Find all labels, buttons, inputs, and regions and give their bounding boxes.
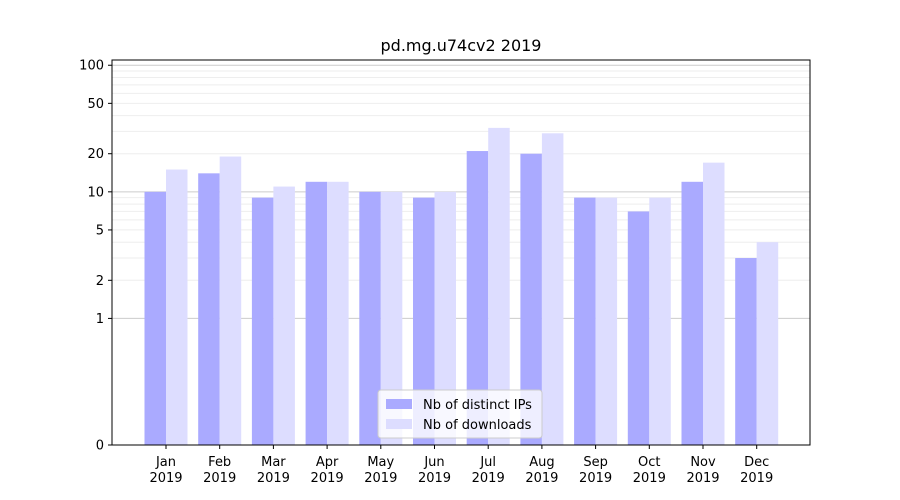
chart-title: pd.mg.u74cv2 2019 (381, 36, 542, 55)
bar-distinct-ips-aug (520, 153, 542, 446)
bar-distinct-ips-nov (681, 181, 703, 445)
bar-downloads-nov (703, 162, 725, 445)
y-tick-label: 10 (87, 185, 104, 200)
bar-distinct-ips-jun (413, 197, 435, 445)
x-tick-label-year: 2019 (311, 471, 344, 486)
x-tick-label-month: Apr (316, 455, 339, 470)
bar-distinct-ips-jan (144, 191, 166, 445)
legend-box (377, 389, 543, 439)
bar-downloads-mar (273, 186, 295, 446)
x-tick-label-year: 2019 (740, 471, 773, 486)
bar-downloads-may (380, 191, 403, 445)
legend-swatch (386, 419, 412, 429)
legend-label: Nb of downloads (423, 418, 532, 433)
x-tick-label-month: Sep (583, 455, 608, 470)
legend-label: Nb of distinct IPs (423, 398, 532, 413)
x-tick-label-month: Feb (208, 455, 231, 470)
y-tick-label: 1 (96, 312, 104, 327)
bar-downloads-dec (756, 242, 779, 445)
x-tick-label-month: Jun (423, 455, 444, 470)
bar-downloads-apr (327, 181, 349, 445)
legend[interactable]: Nb of distinct IPs Nb of downloads (377, 389, 543, 439)
x-tick-label-month: Nov (690, 455, 716, 470)
x-tick-label-month: Jan (155, 455, 176, 470)
x-tick-label-year: 2019 (472, 471, 505, 486)
x-tick-label-year: 2019 (418, 471, 451, 486)
x-tick-label-month: Aug (529, 455, 554, 470)
x-tick-label-month: Jul (479, 455, 496, 470)
bar-downloads-sep (595, 197, 618, 445)
plot-frame (111, 59, 811, 446)
bar-distinct-ips-jul (466, 151, 489, 445)
x-tick-label-month: May (367, 455, 394, 470)
x-tick-label-year: 2019 (257, 471, 290, 486)
x-tick-label-year: 2019 (633, 471, 666, 486)
bar-downloads-oct (649, 197, 671, 445)
x-tick-label-year: 2019 (525, 471, 558, 486)
bar-distinct-ips-may (359, 191, 381, 445)
bar-distinct-ips-sep (574, 197, 596, 445)
bar-distinct-ips-mar (251, 197, 274, 445)
bar-downloads-jan (166, 169, 188, 445)
bar-distinct-ips-feb (198, 173, 220, 445)
bars (144, 127, 779, 446)
y-axis: 0 1 2 5 10 20 50 100 (79, 59, 112, 454)
y-tick-label: 100 (79, 59, 104, 74)
bar-downloads-aug (541, 133, 564, 445)
y-tick-label: 5 (96, 223, 104, 238)
x-tick-label-year: 2019 (579, 471, 612, 486)
x-tick-label-year: 2019 (686, 471, 719, 486)
x-tick-label-month: Dec (744, 455, 769, 470)
y-tick-label: 20 (87, 147, 104, 162)
x-tick-label-month: Oct (638, 455, 660, 470)
y-tick-label: 50 (87, 97, 104, 112)
bar-downloads-feb (219, 156, 242, 446)
bar-distinct-ips-apr (305, 181, 328, 445)
x-tick-label-month: Mar (261, 455, 286, 470)
x-tick-label-year: 2019 (203, 471, 236, 486)
bar-downloads-jun (434, 191, 456, 445)
bar-distinct-ips-dec (735, 258, 757, 445)
y-tick-label: 2 (96, 274, 104, 289)
bar-distinct-ips-oct (627, 211, 650, 445)
x-tick-label-year: 2019 (149, 471, 182, 486)
y-tick-label: 0 (96, 439, 104, 454)
x-axis: Jan2019Feb2019Mar2019Apr2019May2019Jun20… (149, 445, 773, 486)
legend-swatch (386, 399, 412, 409)
bar-downloads-jul (488, 127, 510, 445)
x-tick-label-year: 2019 (364, 471, 397, 486)
